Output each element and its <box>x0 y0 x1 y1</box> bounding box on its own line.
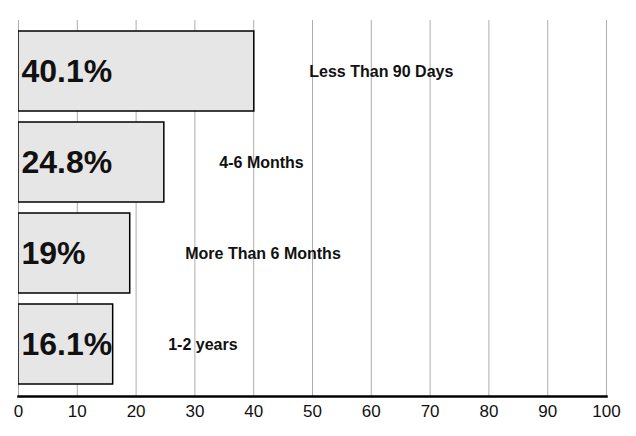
svg-text:80: 80 <box>479 402 498 421</box>
svg-text:30: 30 <box>185 402 204 421</box>
svg-text:20: 20 <box>127 402 146 421</box>
svg-text:24.8%: 24.8% <box>22 144 113 180</box>
svg-text:70: 70 <box>421 402 440 421</box>
svg-text:40: 40 <box>244 402 263 421</box>
svg-text:1-2 years: 1-2 years <box>168 336 237 353</box>
svg-text:Less Than 90 Days: Less Than 90 Days <box>309 63 453 80</box>
svg-text:19%: 19% <box>22 235 86 271</box>
svg-text:50: 50 <box>303 402 322 421</box>
svg-text:60: 60 <box>362 402 381 421</box>
svg-text:100: 100 <box>592 402 620 421</box>
svg-text:40.1%: 40.1% <box>22 53 113 89</box>
svg-text:16.1%: 16.1% <box>22 326 113 362</box>
svg-text:90: 90 <box>538 402 557 421</box>
svg-text:More Than 6 Months: More Than 6 Months <box>185 245 341 262</box>
svg-text:4-6 Months: 4-6 Months <box>219 154 304 171</box>
svg-text:10: 10 <box>68 402 87 421</box>
svg-text:0: 0 <box>14 402 23 421</box>
